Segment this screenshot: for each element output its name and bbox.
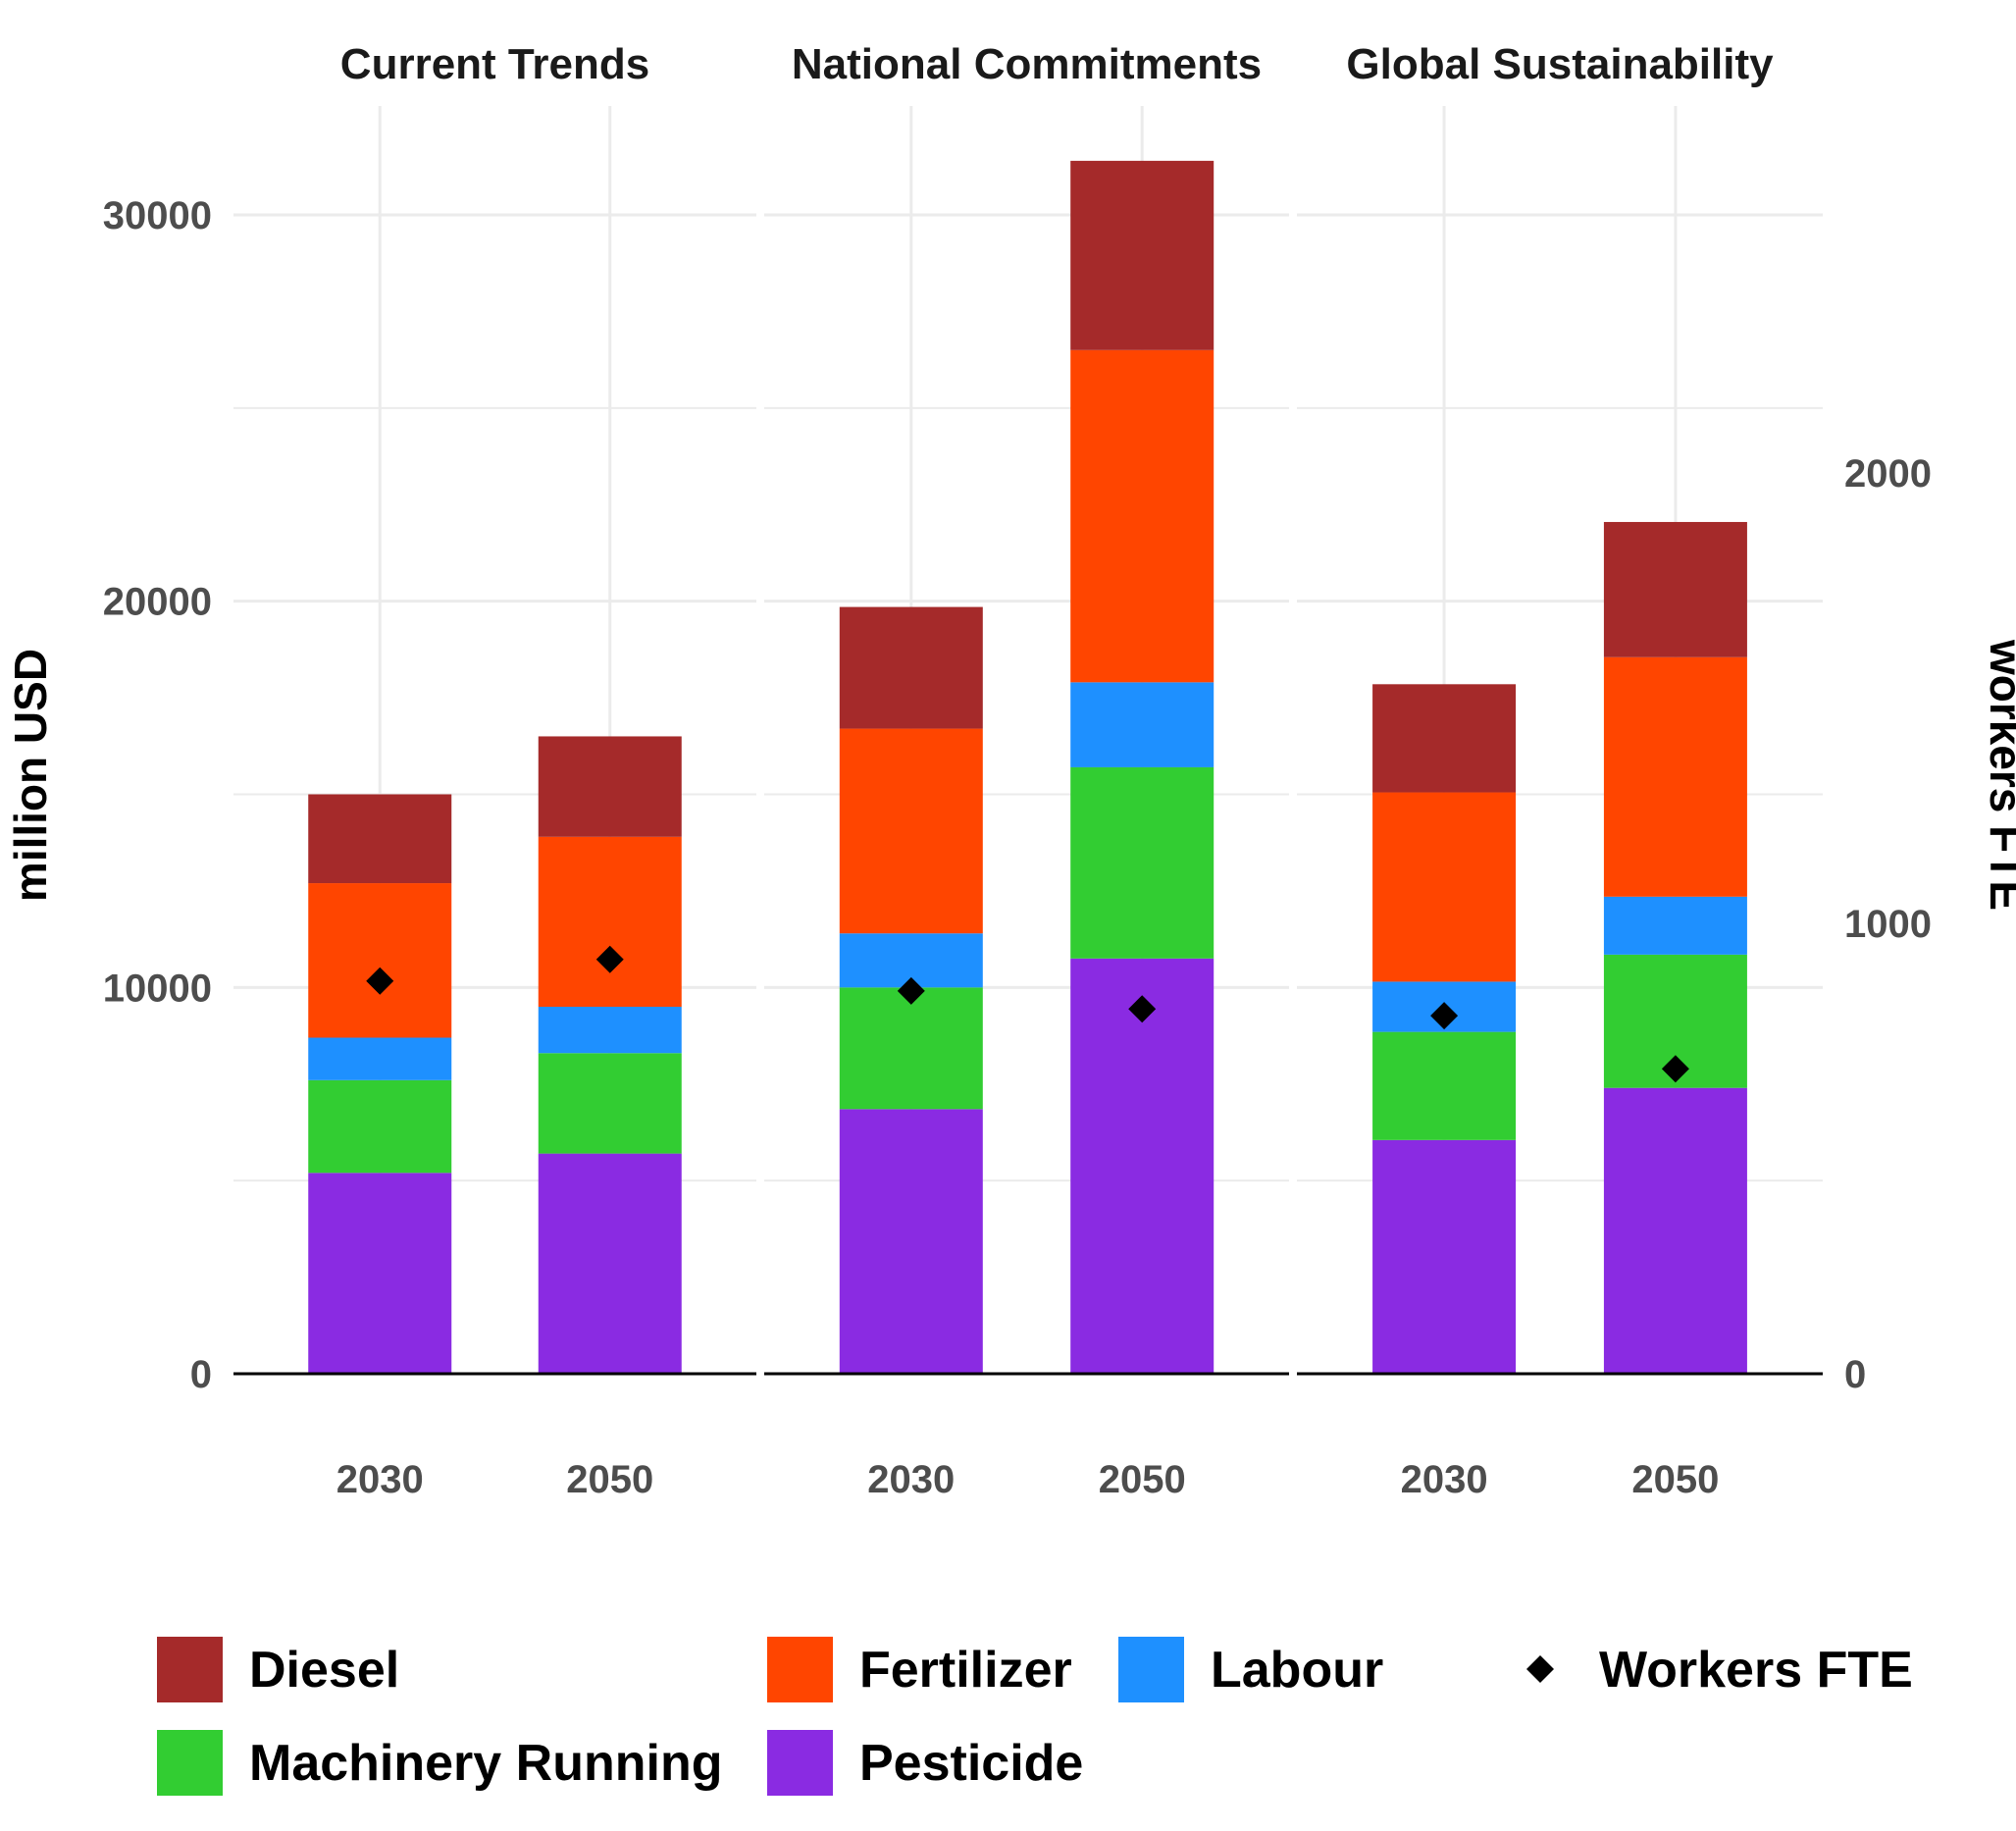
y2-tick-label: 0 [1844,1353,1866,1396]
bar-segment-pesticide [1603,1087,1747,1374]
y-axis-title: million USD [5,649,56,902]
legend-key-labour [1118,1637,1184,1702]
x-tick-label: 2030 [336,1458,424,1501]
legend-key-diesel [157,1637,223,1702]
bar-segment-diesel [839,606,983,729]
bar-segment-fertilizer [308,883,452,1038]
workers-points [366,945,1689,1083]
bar-segment-fertilizer [1603,656,1747,897]
legend-key-workers-fte [1526,1655,1554,1683]
bar-segment-diesel [538,736,682,837]
legend-key-pesticide [767,1730,833,1796]
bar-segment-fertilizer [1070,349,1215,683]
bar-segment-machinery-running [1372,1031,1517,1140]
legend-key-fertilizer [767,1637,833,1702]
bar-segment-labour [308,1037,452,1080]
legend-label: Pesticide [859,1735,1083,1792]
bar-segment-diesel [1372,684,1517,793]
x-tick-label: 2050 [566,1458,653,1501]
facet-title: Current Trends [340,40,649,88]
bar-segment-pesticide [538,1153,682,1374]
legend-label: Fertilizer [859,1642,1072,1699]
legend-label: Machinery Running [249,1735,722,1792]
bar-segment-pesticide [308,1173,452,1374]
legend-label: Labour [1211,1642,1383,1699]
x-tick-label: 2030 [1401,1458,1488,1501]
bar-segment-pesticide [1070,958,1215,1374]
y-tick-label: 20000 [103,581,212,624]
workers-fte-point [595,945,624,973]
bar-segment-machinery-running [1070,766,1215,959]
workers-fte-point [1430,1002,1459,1030]
bar-segment-fertilizer [1372,792,1517,982]
grid-lines [233,106,1823,1376]
y-tick-label: 0 [190,1353,212,1396]
x-tick-label: 2030 [867,1458,955,1501]
bar-segment-labour [1603,896,1747,955]
secondary-y-axis-title: workers FTE [1981,639,2016,911]
bar-segment-diesel [308,794,452,884]
axes: 0 10000 20000 30000 0 1000 2000 2030 2050 2030 205… [103,194,1932,1501]
workers-fte-point [1661,1055,1689,1083]
facet-titles: Current Trends National Commitments Global… [340,40,1774,88]
workers-fte-point [366,967,394,995]
workers-fte-point [897,976,925,1005]
legend-label: Diesel [249,1642,399,1699]
facet-title: National Commitments [792,40,1262,88]
legend: Diesel Fertilizer Labour Workers FTE Machine… [157,1637,1913,1796]
facet-title: Global Sustainability [1346,40,1774,88]
x-tick-label: 2050 [1099,1458,1186,1501]
bar-segment-pesticide [1372,1139,1517,1374]
bar-segment-labour [538,1007,682,1054]
bar-segment-labour [1070,682,1215,767]
y-tick-label: 10000 [103,967,212,1010]
y-tick-label: 30000 [103,194,212,237]
workers-fte-point [1128,995,1157,1023]
y2-tick-label: 2000 [1844,452,1932,496]
y2-tick-label: 1000 [1844,903,1932,946]
bar-segment-diesel [1603,521,1747,657]
bars [308,160,1747,1374]
x-tick-label: 2050 [1631,1458,1719,1501]
bar-segment-diesel [1070,160,1215,350]
bar-segment-pesticide [839,1109,983,1374]
legend-key-machinery-running [157,1730,223,1796]
bar-segment-fertilizer [538,836,682,1008]
bar-segment-fertilizer [839,728,983,934]
bar-segment-machinery-running [839,987,983,1110]
bar-segment-machinery-running [308,1079,452,1174]
legend-label: Workers FTE [1599,1642,1913,1699]
bar-segment-machinery-running [538,1053,682,1154]
